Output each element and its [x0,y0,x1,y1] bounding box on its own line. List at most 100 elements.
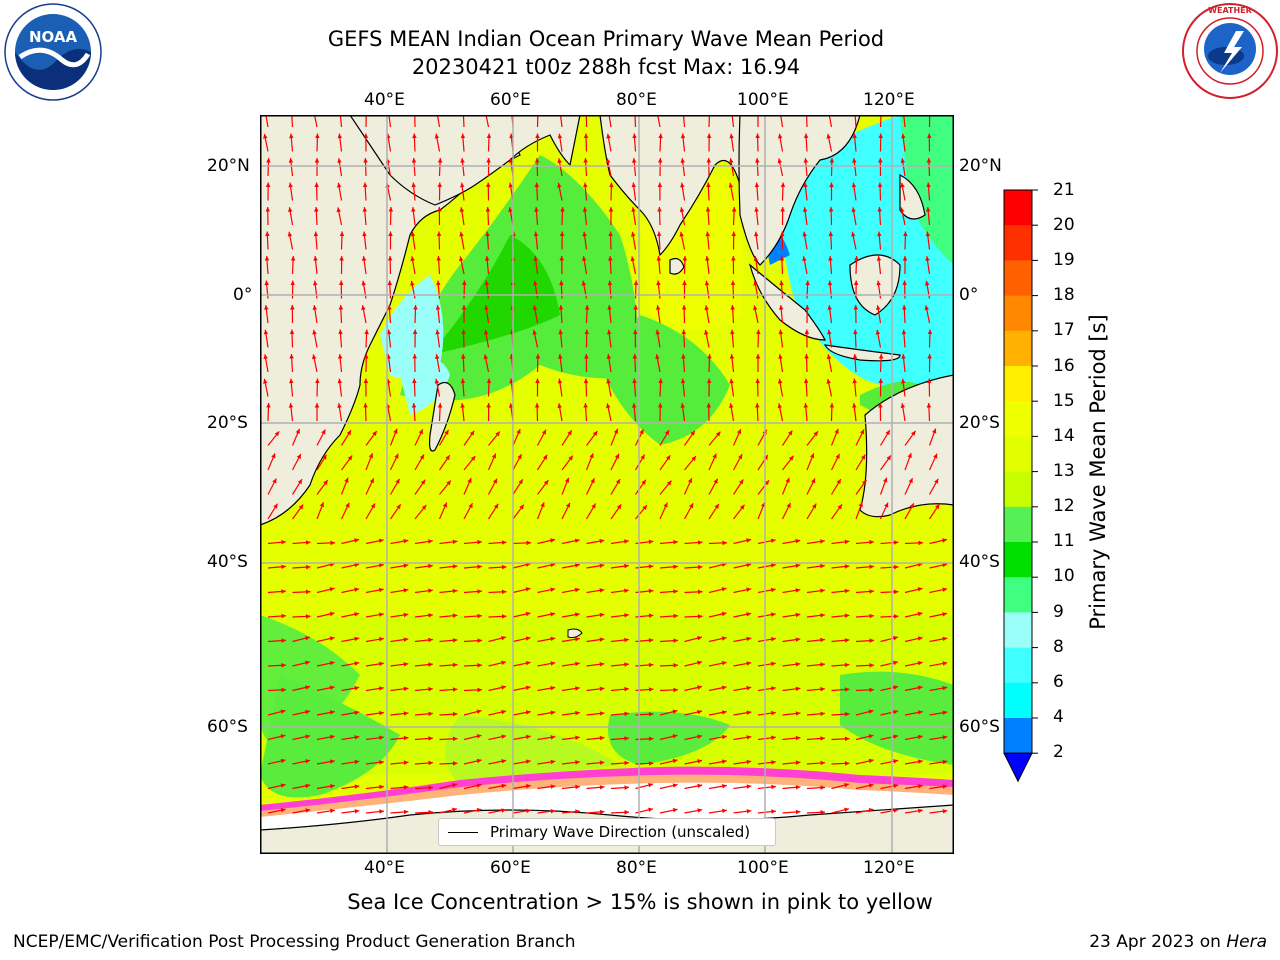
wave-arrow-head [868,709,874,714]
wave-arrow-head [804,329,810,334]
wave-arrow-head [844,613,850,618]
wave-arrow-head [942,612,948,617]
wave-arrow-head [336,207,341,213]
wave-arrow-head [264,280,269,286]
wave-arrow-head [428,539,433,544]
wave-arrow-head [388,231,393,236]
wave-arrow-head [297,479,302,485]
wave-arrow-head [428,785,433,790]
wave-arrow-head [608,231,613,236]
wave-arrow-head [858,502,863,507]
wave-arrow-head [395,478,400,484]
wave-arrow-head [533,256,538,261]
wave-arrow-head [550,661,556,666]
wave-arrow-head [754,182,760,188]
wave-arrow [731,115,735,128]
wave-arrow-head [613,428,619,434]
wave-arrow-head [477,539,482,545]
wave-arrow-head [770,538,776,543]
wave-arrow-head [878,354,884,359]
wave-arrow-head [624,810,629,815]
wave-arrow-head [501,734,507,739]
map-frame [260,115,954,854]
wave-arrow-head [868,734,874,739]
wave-arrow-head [901,133,906,139]
wave-arrow-head [755,403,760,408]
wave-arrow-head [820,539,825,544]
wave-arrow-head [338,329,343,335]
wave-arrow-head [707,354,712,359]
lat-label-left-0: 0° [233,285,253,305]
wave-arrow-head [869,613,874,619]
wave-arrow-head [452,662,458,668]
wave-arrow-head [900,182,905,188]
wave-arrow-head [633,280,639,285]
wave-arrow-head [706,403,711,408]
wave-arrow-head [363,133,369,138]
wave-arrow-head [305,759,311,764]
wave-arrow-head [648,807,653,812]
wave-arrow-head [666,480,672,486]
wave-arrow-head [411,158,417,163]
wave-arrow-head [305,734,311,739]
wave-arrow-head [323,480,328,485]
wave-arrow-head [844,807,849,812]
wave-arrow-head [452,638,458,643]
wave-arrow-head [853,280,859,285]
wave-arrow-head [435,329,440,335]
wave-arrow-head [378,587,384,593]
wave-arrow [608,115,612,128]
wave-arrow-head [927,329,933,334]
wave-arrow-head [329,759,335,764]
wave-arrow-head [329,611,335,617]
wave-arrow-head [364,329,369,335]
wave-arrow-head [909,503,914,509]
wave-arrow-head [378,563,384,568]
wave-arrow-head [715,431,721,437]
wave-arrow-head [543,480,549,485]
wave-arrow-head [755,158,760,163]
wave-arrow-head [803,378,809,384]
wave-arrow-head [908,478,913,484]
wave-arrow-head [379,735,384,740]
wave-arrow-head [452,564,458,569]
wave-arrow-head [903,231,908,236]
wave-arrow-head [452,539,458,545]
wave-arrow-head [893,783,899,789]
wave-arrow-head [379,760,384,765]
wave-arrow-head [477,638,482,643]
wave-arrow-head [362,207,368,212]
wave-arrow-head [460,403,465,408]
wave-arrow-head [263,378,268,384]
wave-arrow-head [820,613,825,618]
wave-arrow-head [680,158,685,163]
wave-arrow-head [477,589,482,594]
wave-arrow-head [280,709,286,714]
wave-arrow-head [495,431,500,437]
wave-arrow-head [869,564,874,570]
wave-arrow-head [673,539,678,545]
wave-arrow-head [403,686,409,692]
wave-arrow-head [461,354,466,359]
lon-label-top-60e: 60°E [490,90,531,110]
wave-arrow-head [746,759,752,765]
cb-tick-11: 11 [1053,531,1075,551]
wave-arrow-head [893,589,899,595]
wave-arrow-head [567,430,572,436]
wave-arrow-head [361,280,366,286]
wave-arrow-head [583,133,589,138]
wave-arrow-head [272,478,277,484]
wave-arrow-head [820,736,825,741]
wave-arrow-head [264,256,270,261]
wave-arrow-head [290,280,295,285]
wave-arrow-head [584,329,589,334]
wave-arrow-head [486,182,491,187]
wave-arrow-head [492,478,497,484]
wave-arrow-head [412,329,418,334]
wave-arrow-head [942,538,947,543]
wave-arrow-head [820,588,825,593]
wave-arrow-head [484,280,490,286]
wave-arrow-head [608,207,614,212]
wave-arrow-head [681,354,686,359]
wave-arrow-head [403,563,409,568]
